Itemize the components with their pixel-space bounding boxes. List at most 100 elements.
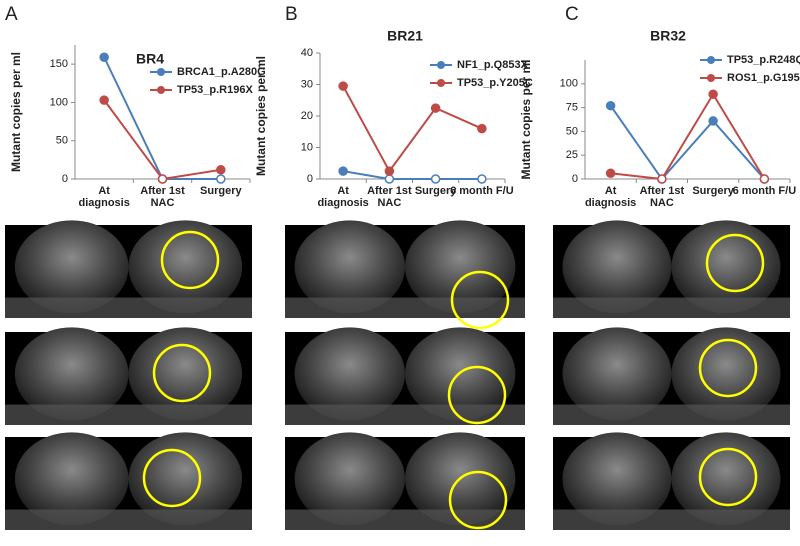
y-tick-label: 100 [50,96,68,108]
lesion-marker [448,470,508,530]
data-point [477,123,487,134]
lesion-marker [160,230,220,290]
legend-marker [707,74,715,82]
lesion-marker [447,365,507,425]
legend-label: ROS1_p.G1957A [727,72,800,84]
x-tick-label: After 1st NAC [367,185,412,209]
breast-left [562,220,672,314]
data-point [605,100,616,111]
chest-wall [553,509,790,530]
legend-label: TP53_p.R196X [177,84,253,96]
series-line [103,99,221,181]
data-point [216,174,226,184]
breast-left [294,220,405,314]
y-tick-label: 30 [301,78,313,90]
data-point [708,89,718,100]
data-point [657,174,667,184]
x-tick-label: After 1st NAC [140,185,185,209]
panel-label: B [285,4,298,25]
breast-left [562,327,672,421]
legend-label: NF1_p.Q853X [457,59,529,71]
chart-title: BR21 [387,28,423,44]
data-point [708,116,718,126]
lesion-marker [152,343,212,403]
legend-marker [157,68,165,76]
y-axis-label: Mutant copies per ml [9,52,23,172]
y-tick-label: 40 [301,47,313,59]
x-tick-label: 6 month F/U [732,185,797,197]
y-tick-label: 100 [560,78,578,90]
x-tick-label: At diagnosis [584,185,637,209]
y-tick-label: 150 [50,58,68,70]
chest-wall [553,297,790,318]
breast-right [671,432,781,526]
chart-title: BR32 [650,28,686,44]
breast-right [128,327,243,421]
x-tick-label: 6 month F/U [450,185,514,197]
breast-left [14,432,129,526]
data-point [384,174,395,184]
legend-label: BRCA1_p.A280G [177,66,266,78]
breast-left [562,432,672,526]
lesion-marker [142,448,202,508]
y-tick-label: 0 [62,173,68,185]
lesion-marker [698,338,758,398]
legend-marker [707,56,715,64]
series-line [610,92,766,181]
breast-left [14,327,129,421]
data-point [99,95,109,105]
lesion-marker [705,233,765,293]
chest-wall [553,404,790,425]
chest-wall [285,404,525,425]
x-tick-label: Surgery [414,185,457,197]
breast-right [671,220,781,314]
data-point [99,52,109,63]
breast-left [14,220,129,314]
chest-wall [5,297,252,318]
x-tick-label: At diagnosis [78,185,130,209]
x-tick-label: Surgery [200,185,242,197]
x-tick-label: Surgery [692,185,734,197]
chart-title: BR4 [136,51,164,67]
y-tick-label: 50 [566,125,578,137]
breast-right [405,220,516,314]
legend-label: TP53_p.Y205C [457,77,533,89]
panel-label: C [565,4,579,25]
series-line [609,105,766,181]
legend-marker [437,79,445,87]
y-axis-label: Mutant copies per ml [519,59,533,179]
y-tick-label: 50 [56,135,68,147]
data-point [759,174,770,184]
y-tick-label: 20 [301,110,313,122]
lesion-marker [450,270,510,330]
chest-wall [5,509,252,530]
series-line [342,85,483,173]
breast-left [294,327,405,421]
x-tick-label: After 1st NAC [639,185,685,209]
lesion-marker [698,447,758,507]
breast-left [294,432,405,526]
data-point [157,174,168,184]
y-tick-label: 75 [566,102,578,114]
y-axis-label: Mutant copies per ml [254,56,268,176]
series-line [342,170,482,180]
y-tick-label: 0 [572,173,578,185]
data-point [338,166,348,176]
data-point [216,165,226,175]
data-point [430,103,441,113]
legend-label: TP53_p.R248Q [727,54,800,66]
y-tick-label: 10 [301,141,313,153]
y-tick-label: 25 [566,149,578,161]
data-point [384,166,395,176]
data-point [605,168,616,179]
breast-right [671,327,781,421]
legend-marker [437,61,445,69]
data-point [430,174,441,184]
legend-marker [157,86,165,94]
data-point [338,81,348,91]
chest-wall [5,404,252,425]
x-tick-label: At diagnosis [317,185,369,209]
y-tick-label: 0 [307,173,313,185]
